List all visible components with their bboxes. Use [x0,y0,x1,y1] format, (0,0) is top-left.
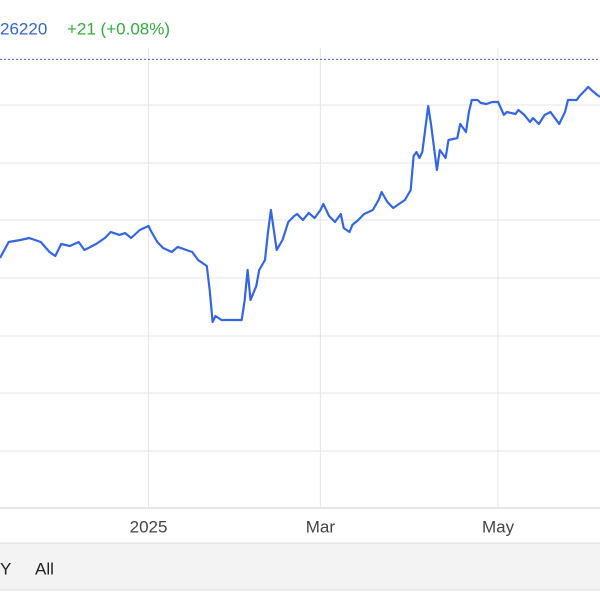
last-price: 26220 [0,19,47,38]
range-button[interactable]: Y [0,559,11,578]
x-tick-label: 2025 [130,517,168,536]
range-button[interactable]: All [35,559,54,578]
x-tick-label: Mar [306,517,336,536]
x-tick-label: May [482,517,515,536]
price-line [0,85,600,324]
price-change: +21 (+0.08%) [67,19,170,38]
range-bar [0,542,600,591]
